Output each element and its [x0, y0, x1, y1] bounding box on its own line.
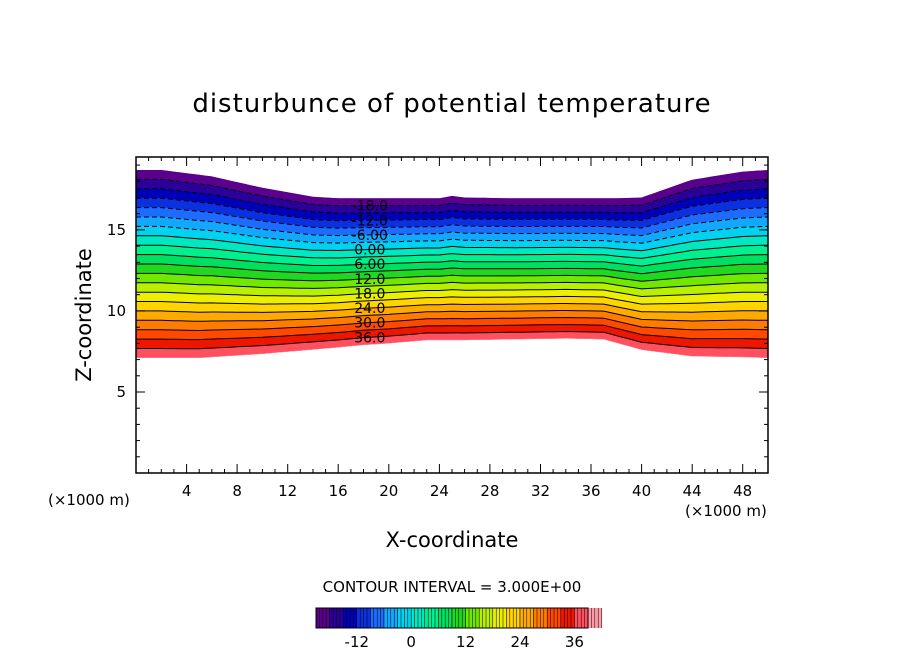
contour-line	[136, 316, 768, 332]
contour-line	[136, 244, 768, 259]
contour-line	[136, 310, 768, 322]
contour-line-negative	[136, 216, 768, 237]
contour-line	[136, 323, 768, 341]
contour-line-negative	[136, 225, 768, 244]
contour-field	[136, 170, 768, 358]
y-axis-ticks: 5 10 15	[107, 164, 768, 458]
x-tick-label: 8	[232, 482, 242, 500]
contour-label: 30.0	[354, 316, 385, 332]
colorbar-tick-label: 36	[565, 633, 584, 651]
contour-line	[136, 288, 768, 298]
x-unit-label-right: (×1000 m)	[685, 502, 767, 520]
contour-label: -12.0	[352, 213, 388, 229]
x-tick-label: 48	[733, 482, 752, 500]
contour-label: 24.0	[354, 301, 385, 317]
contour-label: 18.0	[354, 286, 385, 302]
contour-line-negative	[136, 188, 768, 214]
colorbar-swatch	[465, 608, 480, 628]
contour-label: 36.0	[354, 330, 385, 346]
contour-label: 12.0	[354, 272, 385, 288]
contour-line	[136, 295, 768, 305]
contour-label: 6.00	[354, 257, 385, 273]
x-axis-ticks: 4 8 12 16 20 24 28 32 36 40 44 48	[148, 157, 756, 500]
x-tick-label: 44	[683, 482, 702, 500]
contour-lines	[136, 178, 768, 350]
y-tick-label: 15	[107, 221, 126, 239]
contour-label: -18.0	[352, 199, 388, 215]
colorbar-tick-label: 0	[406, 633, 416, 651]
contour-line	[136, 254, 768, 267]
x-tick-label: 12	[278, 482, 297, 500]
y-tick-label: 5	[116, 383, 126, 401]
colorbar-tick-label: 12	[456, 633, 475, 651]
contour-interval-text: CONTOUR INTERVAL = 3.000E+00	[323, 578, 582, 596]
colorbar-swatch	[329, 608, 344, 628]
contour-label: -6.00	[352, 228, 388, 244]
contour-line-negative	[136, 197, 768, 222]
colorbar-swatch	[397, 608, 412, 628]
contour-labels: -18.0-12.0-6.000.006.0012.018.024.030.03…	[352, 199, 388, 347]
contour-line	[136, 281, 768, 290]
contour-line	[136, 272, 768, 282]
x-tick-label: 32	[531, 482, 550, 500]
x-tick-label: 24	[430, 482, 449, 500]
contour-line	[136, 303, 768, 313]
contour-line	[136, 235, 768, 252]
y-axis-label: Z-coordinate	[72, 248, 96, 382]
x-tick-label: 16	[329, 482, 348, 500]
x-tick-label: 4	[182, 482, 192, 500]
contour-line	[136, 263, 768, 275]
chart-title: disturbunce of potential temperature	[192, 89, 711, 119]
x-axis-label: X-coordinate	[386, 528, 519, 552]
x-tick-label: 28	[480, 482, 499, 500]
x-tick-label: 40	[632, 482, 651, 500]
x-tick-label: 36	[581, 482, 600, 500]
y-tick-label: 10	[107, 302, 126, 320]
colorbar-tick-label: -12	[345, 633, 370, 651]
colorbar: -12 0 12 24 36	[315, 607, 603, 651]
contour-line-negative	[136, 207, 768, 229]
contour-label: 0.00	[354, 243, 385, 259]
colorbar-tick-label: 24	[510, 633, 529, 651]
contour-line-negative	[136, 178, 768, 207]
contour-line	[136, 330, 768, 350]
colorbar-frame	[315, 607, 589, 629]
x-tick-label: 20	[379, 482, 398, 500]
x-unit-label-left: (×1000 m)	[48, 491, 130, 509]
